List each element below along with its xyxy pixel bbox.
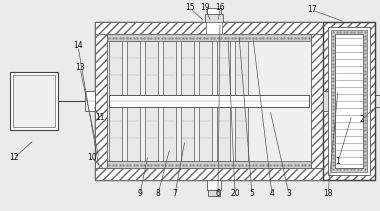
Bar bbox=[311, 34, 323, 168]
Bar bbox=[95, 22, 323, 34]
Bar bbox=[181, 104, 194, 161]
Text: 17: 17 bbox=[307, 5, 317, 15]
Bar bbox=[163, 41, 176, 98]
Bar bbox=[95, 22, 323, 180]
Bar bbox=[109, 104, 122, 161]
Text: 14: 14 bbox=[73, 42, 83, 50]
Text: 3: 3 bbox=[287, 189, 291, 199]
Text: 5: 5 bbox=[250, 189, 255, 199]
Text: 19: 19 bbox=[200, 4, 210, 12]
Text: 12: 12 bbox=[9, 153, 19, 162]
Text: 18: 18 bbox=[323, 189, 333, 199]
Bar bbox=[323, 22, 375, 180]
Bar bbox=[204, 14, 223, 22]
Bar bbox=[107, 161, 311, 168]
Text: 9: 9 bbox=[138, 189, 142, 199]
Bar bbox=[207, 190, 220, 196]
Bar bbox=[85, 91, 95, 111]
Bar bbox=[206, 22, 222, 34]
Bar bbox=[127, 41, 140, 98]
Bar bbox=[109, 41, 122, 98]
Text: 13: 13 bbox=[75, 64, 85, 73]
Text: 1: 1 bbox=[336, 157, 340, 166]
Bar bbox=[199, 41, 212, 98]
Bar bbox=[10, 72, 58, 130]
Bar bbox=[145, 41, 158, 98]
Bar bbox=[235, 41, 248, 98]
Bar bbox=[199, 104, 212, 161]
Text: 10: 10 bbox=[87, 153, 97, 162]
Bar bbox=[127, 104, 140, 161]
Bar bbox=[107, 34, 311, 168]
Text: 16: 16 bbox=[215, 4, 225, 12]
Bar bbox=[235, 104, 248, 161]
Bar bbox=[13, 75, 55, 127]
Bar bbox=[207, 8, 220, 22]
Bar bbox=[181, 41, 194, 98]
Bar bbox=[323, 91, 333, 111]
Bar bbox=[331, 30, 367, 172]
Bar bbox=[109, 95, 309, 107]
Text: 11: 11 bbox=[95, 114, 105, 123]
Bar bbox=[217, 104, 230, 161]
Bar bbox=[163, 104, 176, 161]
Text: 20: 20 bbox=[230, 189, 240, 199]
Bar bbox=[95, 168, 323, 180]
Text: 6: 6 bbox=[215, 189, 220, 199]
Bar bbox=[328, 27, 370, 175]
Text: 8: 8 bbox=[156, 189, 160, 199]
Bar bbox=[95, 34, 107, 168]
Text: 7: 7 bbox=[173, 189, 177, 199]
Text: 4: 4 bbox=[269, 189, 274, 199]
Bar bbox=[107, 34, 311, 41]
Bar bbox=[323, 22, 375, 180]
Text: 2: 2 bbox=[359, 115, 364, 124]
Bar bbox=[207, 180, 220, 190]
Bar bbox=[217, 41, 230, 98]
Text: 15: 15 bbox=[185, 4, 195, 12]
Bar bbox=[335, 34, 363, 168]
Bar bbox=[145, 104, 158, 161]
